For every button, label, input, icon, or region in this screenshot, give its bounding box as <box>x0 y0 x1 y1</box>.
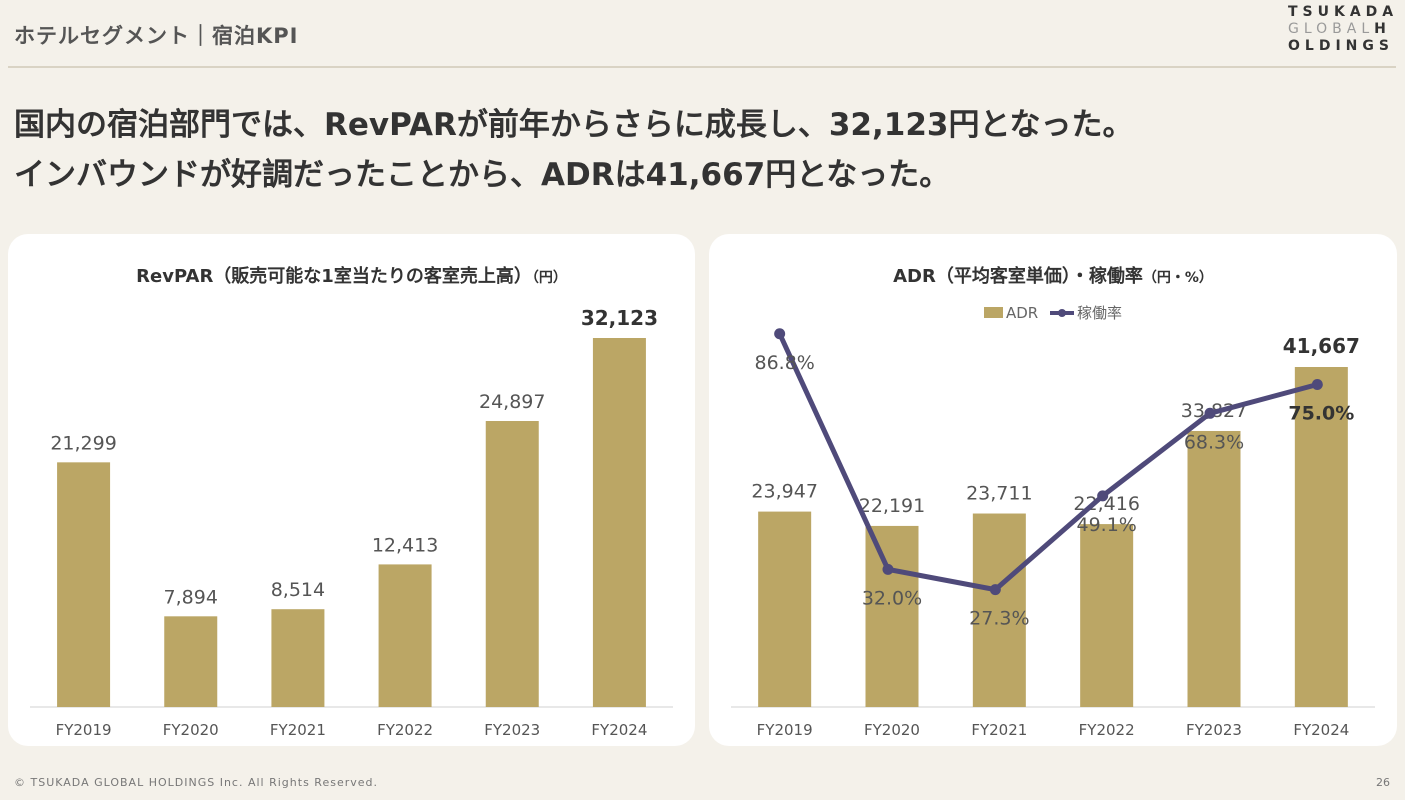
x-tick-label: FY2021 <box>971 721 1027 739</box>
x-tick-label: FY2020 <box>163 721 219 739</box>
x-tick-label: FY2024 <box>1293 721 1349 739</box>
headline-line1: 国内の宿泊部門では、RevPARが前年からさらに成長し、32,123円となった。 <box>14 107 1134 143</box>
x-tick-label: FY2019 <box>757 721 813 739</box>
company-logo: TSUKADA GLOBALH OLDINGS <box>1288 4 1400 55</box>
occupancy-point <box>1204 407 1216 419</box>
occupancy-point <box>989 584 1001 596</box>
adr-chart-title: ADR（平均客室単価）・稼働率（円・%） <box>709 262 1397 288</box>
adr-bar-fy2021 <box>972 513 1026 707</box>
legend-occupancy-label: 稼働率 <box>1077 304 1122 322</box>
adr-value-label: 23,947 <box>751 481 817 503</box>
adr-value-label: 22,191 <box>859 495 925 517</box>
footer-copyright: © TSUKADA GLOBAL HOLDINGS Inc. All Right… <box>14 776 378 789</box>
revpar-value-label: 12,413 <box>372 534 438 556</box>
adr-bar-fy2020 <box>865 525 919 707</box>
x-tick-label: FY2023 <box>1186 721 1242 739</box>
revpar-chart: 21,299 FY2019 7,894 FY2020 8,514 FY2021 12,413… <box>30 306 673 739</box>
adr-panel: ADR（平均客室単価）・稼働率（円・%） ADR 稼働率 23,947 FY2019 2… <box>709 234 1397 746</box>
logo-line2: GLOBALH <box>1288 21 1400 38</box>
occupancy-value-label: 49.1% <box>1076 514 1136 536</box>
occupancy-value-label: 75.0% <box>1288 403 1354 425</box>
occupancy-value-label: 32.0% <box>862 587 922 609</box>
adr-title-text: ADR（平均客室単価）・稼働率 <box>893 266 1143 287</box>
revpar-bar-fy2021 <box>271 609 325 707</box>
legend-adr-label: ADR <box>1006 304 1038 322</box>
occupancy-value-label: 27.3% <box>969 608 1029 630</box>
occupancy-point <box>774 328 786 340</box>
adr-bar-fy2024 <box>1294 367 1348 707</box>
headline-line2: インバウンドが好調だったことから、ADRは41,667円となった。 <box>14 157 951 193</box>
x-tick-label: FY2022 <box>377 721 433 739</box>
x-tick-label: FY2019 <box>56 721 112 739</box>
x-tick-label: FY2022 <box>1079 721 1135 739</box>
occupancy-point <box>882 563 894 575</box>
occupancy-point <box>1097 490 1109 502</box>
logo-line2a: GLOBAL <box>1288 21 1375 37</box>
logo-line1: TSUKADA <box>1288 4 1399 20</box>
page-header-title: ホテルセグメント｜宿泊KPI <box>14 24 299 48</box>
legend-occupancy-marker <box>1058 309 1066 317</box>
revpar-bar-fy2024 <box>592 338 646 707</box>
x-tick-label: FY2020 <box>864 721 920 739</box>
revpar-chart-title: RevPAR（販売可能な1室当たりの客室売上高）（円） <box>8 262 695 288</box>
adr-bar-fy2023 <box>1187 430 1241 707</box>
occupancy-value-label: 86.8% <box>754 352 814 374</box>
logo-line2b: H <box>1374 21 1391 37</box>
adr-bar-fy2022 <box>1080 524 1134 707</box>
revpar-bar-fy2020 <box>164 616 218 707</box>
revpar-bar-fy2022 <box>378 564 432 707</box>
revpar-value-label: 32,123 <box>581 306 658 330</box>
revpar-panel: RevPAR（販売可能な1室当たりの客室売上高）（円） 21,299 FY2019… <box>8 234 695 746</box>
headline: 国内の宿泊部門では、RevPARが前年からさらに成長し、32,123円となった。… <box>14 100 1394 200</box>
adr-occupancy-chart: ADR 稼働率 23,947 FY2019 22,191 FY2020 23,711 FY20… <box>731 304 1375 739</box>
occupancy-line <box>777 332 1318 593</box>
occupancy-value-label: 68.3% <box>1184 431 1244 453</box>
revpar-value-label: 8,514 <box>271 579 325 601</box>
adr-unit: （円・%） <box>1142 270 1213 286</box>
adr-bar-fy2019 <box>758 511 812 707</box>
legend-adr-swatch <box>984 307 1003 318</box>
occupancy-point <box>1311 379 1323 390</box>
x-tick-label: FY2023 <box>484 721 540 739</box>
revpar-value-label: 7,894 <box>164 586 218 608</box>
header-divider <box>8 66 1396 68</box>
revpar-unit: （円） <box>531 270 567 286</box>
x-tick-label: FY2024 <box>591 721 647 739</box>
page-number: 26 <box>1376 776 1390 789</box>
adr-value-label: 41,667 <box>1283 334 1360 358</box>
logo-line3: OLDINGS <box>1288 38 1394 54</box>
revpar-title-text: RevPAR（販売可能な1室当たりの客室売上高） <box>136 266 532 287</box>
revpar-value-label: 21,299 <box>50 432 116 454</box>
revpar-bar-fy2023 <box>485 421 539 707</box>
adr-value-label: 23,711 <box>966 483 1032 505</box>
revpar-bar-fy2019 <box>57 462 111 707</box>
revpar-value-label: 24,897 <box>479 391 545 413</box>
x-tick-label: FY2021 <box>270 721 326 739</box>
